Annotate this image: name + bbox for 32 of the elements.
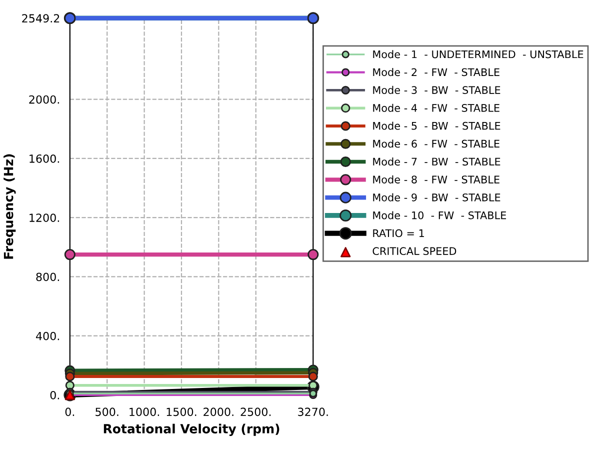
- legend-label: Mode - 6 - FW - STABLE: [373, 140, 500, 148]
- x-tick-label: 3270.: [298, 408, 328, 416]
- legend-label: Mode - 3 - BW - STABLE: [373, 86, 500, 94]
- legend-label: Mode - 1 - UNDETERMINED - UNSTABLE: [373, 50, 584, 58]
- y-tick-label: 400.: [36, 332, 59, 340]
- x-axis-title: Rotational Velocity (rpm): [104, 424, 280, 436]
- point: [64, 249, 76, 260]
- y-tick-label: 2000.: [29, 95, 59, 104]
- x-tick-label: 500.: [96, 408, 118, 416]
- x-tick-label: 1500.: [166, 408, 196, 416]
- x-tick-label: 0.: [65, 408, 74, 416]
- y-tick-label: 0.: [50, 390, 59, 400]
- legend-label: RATIO = 1: [373, 229, 424, 238]
- y-tick-label: 800.: [36, 272, 59, 282]
- legend-label: Mode - 4 - FW - STABLE: [373, 104, 500, 112]
- y-tick-label: 1600.: [30, 154, 59, 163]
- point: [308, 249, 319, 260]
- legend-label: Mode - 9 - BW - STABLE: [373, 193, 500, 202]
- y-axis-title: Frequency (Hz): [4, 154, 16, 259]
- x-tick-label: 1000.: [130, 408, 159, 416]
- legend-label: Mode - 10 - FW - STABLE: [373, 211, 506, 220]
- y-tick-label: 2549.2: [22, 14, 60, 23]
- y-tick-label: 1200.: [30, 214, 59, 222]
- legend-label: Mode - 2 - FW - STABLE: [373, 68, 500, 76]
- point: [65, 372, 75, 382]
- legend-label: CRITICAL SPEED: [372, 247, 456, 256]
- x-tick-label: 2500.: [240, 408, 271, 416]
- legend-label: Mode - 8 - FW - STABLE: [373, 175, 500, 184]
- x-tick-label: 2000.: [204, 408, 234, 416]
- point: [308, 372, 318, 382]
- legend-label: Mode - 7 - BW - STABLE: [373, 158, 500, 166]
- legend-label: Mode - 5 - BW - STABLE: [373, 122, 500, 130]
